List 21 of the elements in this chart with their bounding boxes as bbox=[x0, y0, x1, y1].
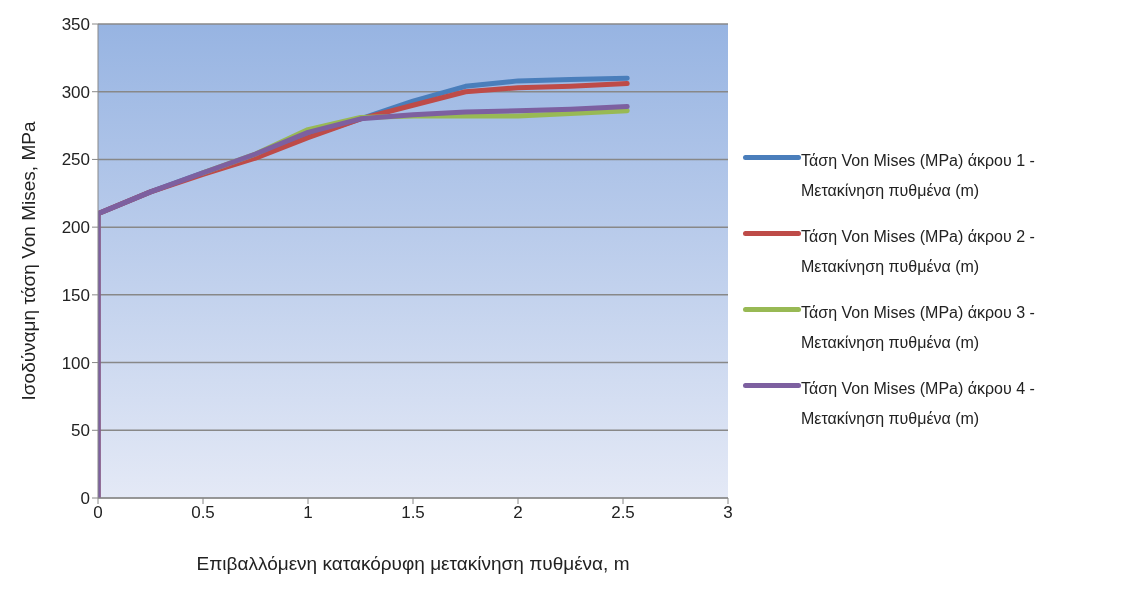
y-tick-label: 350 bbox=[61, 15, 90, 35]
x-tick-label: 0 bbox=[93, 503, 103, 523]
y-axis-title: Ισοδύναμη τάση Von Mises, MPa bbox=[17, 121, 39, 401]
x-tick-label: 2.5 bbox=[611, 503, 635, 523]
legend-label: Τάση Von Mises (MPa) άκρου 3 - Μετακίνηση πυθμένα (m) bbox=[801, 303, 1036, 353]
legend-label: Τάση Von Mises (MPa) άκρου 2 - Μετακίνηση πυθμένα (m) bbox=[801, 227, 1036, 277]
legend-label: Τάση Von Mises (MPa) άκρου 4 - Μετακίνηση πυθμένα (m) bbox=[801, 379, 1036, 429]
x-axis-title: Επιβαλλόμενη κατακόρυφη μετακίνηση πυθμένα, m bbox=[196, 553, 630, 574]
y-tick-label: 50 bbox=[71, 421, 90, 441]
x-tick-label: 2 bbox=[513, 503, 523, 523]
x-tick-label: 1.5 bbox=[401, 503, 425, 523]
x-tick-label: 3 bbox=[723, 503, 733, 523]
x-tick-label: 0.5 bbox=[191, 503, 215, 523]
y-tick-label: 150 bbox=[61, 285, 90, 305]
y-tick-label: 0 bbox=[80, 489, 90, 509]
legend-label: Τάση Von Mises (MPa) άκρου 1 - Μετακίνηση πυθμένα (m) bbox=[801, 151, 1036, 201]
y-tick-label: 300 bbox=[61, 82, 90, 102]
x-tick-label: 1 bbox=[303, 503, 313, 523]
y-tick-label: 200 bbox=[61, 218, 90, 238]
y-tick-label: 250 bbox=[61, 150, 90, 170]
y-tick-label: 100 bbox=[61, 353, 90, 373]
